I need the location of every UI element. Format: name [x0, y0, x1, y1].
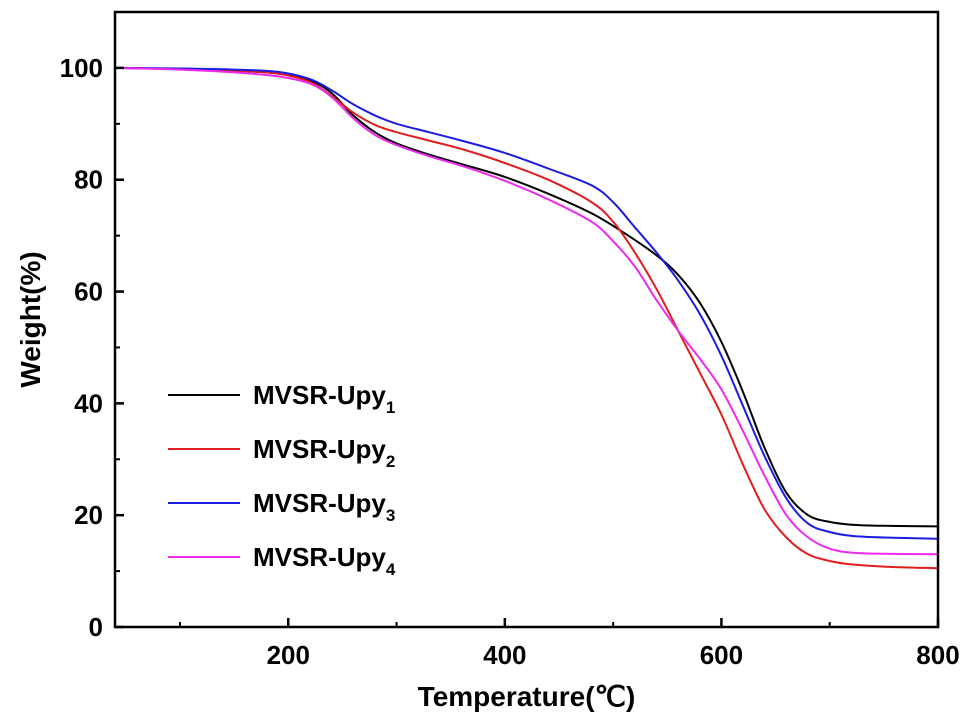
- y-axis-title: Weight(%): [15, 251, 46, 387]
- legend-label-4: MVSR-Upy4: [253, 542, 396, 579]
- x-tick-label: 400: [483, 640, 526, 670]
- legend-label-3: MVSR-Upy3: [253, 488, 395, 525]
- series-layer: [114, 66, 939, 570]
- series-line-1: [114, 66, 939, 528]
- x-tick-label: 600: [700, 640, 743, 670]
- x-tick-label: 800: [916, 640, 959, 670]
- legend: MVSR-Upy1 MVSR-Upy2 MVSR-Upy3 MVSR-Upy4: [168, 380, 396, 579]
- x-axis-title: Temperature(℃): [418, 681, 636, 712]
- series-line-4: [114, 66, 939, 556]
- y-tick-label: 100: [60, 53, 103, 83]
- x-tick-label: 200: [267, 640, 310, 670]
- y-tick-label: 20: [74, 500, 103, 530]
- y-tick-label: 0: [89, 612, 103, 642]
- series-line-3: [114, 66, 939, 540]
- plot-frame: [113, 10, 940, 629]
- labels-layer: 0 20 40 60 80 100 200 400 600 800: [60, 53, 960, 670]
- legend-label-1: MVSR-Upy1: [253, 380, 395, 417]
- ticks-layer: [115, 66, 940, 629]
- y-tick-label: 80: [74, 165, 103, 195]
- y-tick-label: 60: [74, 277, 103, 307]
- series-line-2: [114, 66, 939, 570]
- y-tick-label: 40: [74, 388, 103, 418]
- legend-label-2: MVSR-Upy2: [253, 434, 395, 471]
